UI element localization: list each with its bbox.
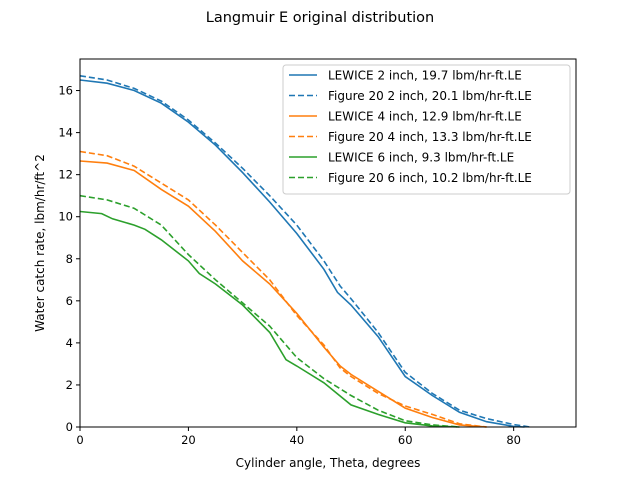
- x-tick-label: 20: [181, 433, 196, 447]
- series-line: [79, 160, 487, 428]
- legend-label: Figure 20 2 inch, 20.1 lbm/hr-ft.LE: [328, 89, 532, 103]
- x-axis-label: Cylinder angle, Theta, degrees: [236, 456, 421, 470]
- y-tick-label: 0: [66, 420, 73, 434]
- x-tick-label: 40: [290, 433, 305, 447]
- series-line: [79, 75, 531, 428]
- series-line: [79, 150, 487, 428]
- x-tick-label: 80: [506, 433, 521, 447]
- legend-label: Figure 20 4 inch, 13.3 lbm/hr-ft.LE: [328, 130, 532, 144]
- y-tick-label: 6: [66, 294, 73, 308]
- x-tick-label: 60: [398, 433, 413, 447]
- legend-box: [282, 64, 571, 195]
- series-line: [79, 79, 525, 428]
- legend-label: Figure 20 6 inch, 10.2 lbm/hr-ft.LE: [328, 171, 532, 185]
- legend: LEWICE 2 inch, 19.7 lbm/hr-ft.LE Figure 2…: [282, 64, 571, 195]
- y-tick-label: 2: [66, 378, 73, 392]
- y-tick-label: 16: [58, 84, 73, 98]
- y-tick-label: 12: [58, 168, 73, 182]
- y-tick-label: 4: [66, 336, 73, 350]
- x-tick-label: 0: [76, 433, 83, 447]
- chart-title: Langmuir E original distribution: [206, 10, 434, 26]
- legend-label: LEWICE 2 inch, 19.7 lbm/hr-ft.LE: [328, 69, 522, 83]
- y-tick-label: 8: [66, 252, 73, 266]
- legend-label: LEWICE 4 inch, 12.9 lbm/hr-ft.LE: [328, 110, 522, 124]
- legend-label: LEWICE 6 inch, 9.3 lbm/hr-ft.LE: [328, 151, 514, 165]
- y-axis-label: Water catch rate, lbm/hr/ft^2: [33, 154, 47, 332]
- y-tick-label: 14: [58, 126, 73, 140]
- series-line: [79, 210, 460, 428]
- y-tick-label: 10: [58, 210, 73, 224]
- axes-frame: [79, 58, 577, 428]
- series-line: [79, 194, 460, 428]
